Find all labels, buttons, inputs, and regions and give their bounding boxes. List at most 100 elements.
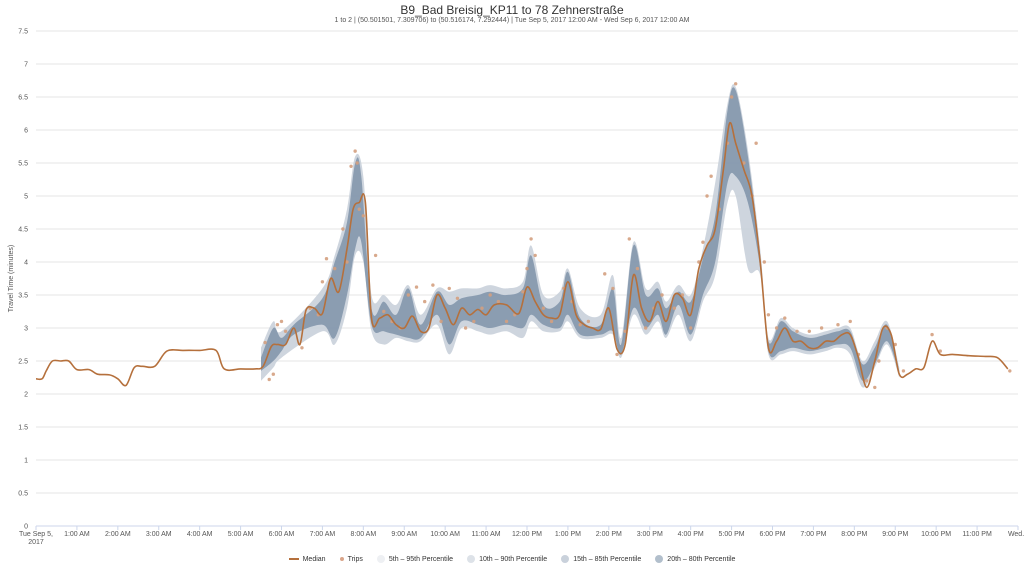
y-axis-label: Travel Time (minutes) — [8, 245, 15, 312]
trip-point[interactable] — [463, 326, 468, 330]
x-tick-label: 5:00 AM — [228, 531, 254, 538]
trip-point[interactable] — [901, 369, 906, 373]
trip-point[interactable] — [275, 323, 280, 327]
trip-point[interactable] — [480, 306, 484, 310]
trip-point[interactable] — [349, 164, 353, 168]
y-tick-label: 0.5 — [18, 491, 28, 498]
trip-point[interactable] — [660, 293, 664, 297]
trip-point[interactable] — [848, 319, 852, 324]
trip-point[interactable] — [754, 141, 758, 145]
legend-swatch — [376, 555, 385, 563]
x-tick-label: Tue Sep 5, — [19, 531, 53, 538]
trip-point[interactable] — [680, 293, 685, 297]
x-tick-label: 4:00 AM — [187, 531, 213, 538]
trip-point[interactable] — [431, 283, 435, 287]
trip-point[interactable] — [345, 260, 349, 264]
trip-point[interactable] — [688, 326, 693, 330]
trip-point[interactable] — [341, 227, 345, 231]
legend-item[interactable]: 5th – 95th Percentile — [376, 555, 453, 563]
trip-point[interactable] — [267, 377, 271, 382]
trip-point[interactable] — [774, 326, 779, 330]
legend-label: 20th – 80th Percentile — [667, 555, 736, 563]
trip-point[interactable] — [709, 174, 713, 178]
trip-point[interactable] — [529, 237, 533, 241]
trip-point[interactable] — [357, 207, 361, 211]
x-tick-label: 5:00 PM — [719, 531, 745, 538]
trip-point[interactable] — [615, 352, 619, 357]
y-tick-label: 1 — [24, 458, 28, 465]
trip-point[interactable] — [623, 329, 627, 333]
trip-point[interactable] — [1008, 369, 1012, 373]
trip-point[interactable] — [533, 253, 537, 258]
trip-point[interactable] — [701, 240, 705, 244]
trip-point[interactable] — [877, 359, 881, 363]
trip-point[interactable] — [635, 266, 640, 271]
trip-point[interactable] — [578, 323, 582, 327]
trip-point[interactable] — [496, 299, 501, 304]
trip-point[interactable] — [439, 319, 443, 324]
trip-point[interactable] — [414, 285, 419, 289]
trip-point[interactable] — [472, 319, 476, 324]
trip-point[interactable] — [504, 319, 509, 324]
trip-point[interactable] — [541, 306, 546, 310]
trip-point[interactable] — [819, 326, 824, 330]
y-tick-label: 4 — [24, 260, 28, 267]
x-tick-label: 7:00 PM — [800, 531, 826, 538]
legend-swatch — [339, 557, 344, 561]
legend-item[interactable]: Trips — [339, 556, 363, 563]
trip-point[interactable] — [355, 161, 359, 165]
trip-point[interactable] — [742, 161, 746, 165]
trip-point[interactable] — [324, 257, 329, 261]
trip-point[interactable] — [447, 286, 451, 291]
trip-point[interactable] — [549, 319, 554, 324]
legend-item[interactable]: Median — [288, 556, 326, 563]
trip-point[interactable] — [864, 379, 869, 383]
legend-swatch — [655, 555, 664, 563]
trip-point[interactable] — [382, 309, 386, 314]
x-tick-label: 7:00 AM — [310, 531, 336, 538]
trip-point[interactable] — [373, 253, 378, 258]
trip-point[interactable] — [611, 286, 615, 291]
trip-point[interactable] — [643, 326, 648, 330]
trip-point[interactable] — [766, 313, 771, 317]
trip-point[interactable] — [263, 340, 267, 345]
trip-point[interactable] — [938, 349, 942, 353]
trip-point[interactable] — [423, 299, 427, 304]
trip-points — [263, 82, 1012, 390]
trip-point[interactable] — [279, 319, 284, 324]
trip-point[interactable] — [807, 329, 812, 333]
legend-item[interactable]: 15th – 85th Percentile — [561, 555, 641, 563]
trip-point[interactable] — [930, 332, 934, 337]
trip-point[interactable] — [488, 293, 492, 297]
trip-point[interactable] — [455, 296, 460, 300]
legend-item[interactable]: 10th – 90th Percentile — [467, 555, 547, 563]
trip-point[interactable] — [603, 272, 607, 276]
trip-point[interactable] — [705, 194, 709, 198]
trip-point[interactable] — [783, 316, 787, 320]
trip-point[interactable] — [525, 266, 529, 271]
trip-point[interactable] — [836, 323, 840, 327]
trip-point[interactable] — [361, 214, 366, 218]
trip-point[interactable] — [521, 290, 525, 294]
trip-point[interactable] — [795, 329, 799, 333]
legend-swatch — [561, 555, 570, 563]
trip-point[interactable] — [672, 306, 676, 310]
trip-point[interactable] — [320, 280, 325, 284]
trip-point[interactable] — [283, 329, 288, 333]
trip-point[interactable] — [300, 346, 304, 350]
x-tick-label-line2: 2017 — [28, 539, 44, 546]
trip-point[interactable] — [762, 260, 767, 264]
trip-point[interactable] — [271, 372, 276, 376]
trip-point[interactable] — [353, 149, 357, 153]
trip-point[interactable] — [627, 237, 631, 241]
trip-point[interactable] — [406, 293, 411, 297]
trip-point[interactable] — [586, 319, 591, 324]
trip-point[interactable] — [729, 95, 734, 99]
median-line — [35, 121, 1009, 389]
legend-item[interactable]: 20th – 80th Percentile — [655, 555, 735, 563]
trip-point[interactable] — [733, 82, 738, 86]
percentile-bands — [261, 84, 900, 388]
trip-point[interactable] — [332, 266, 337, 271]
trip-point[interactable] — [873, 385, 877, 390]
